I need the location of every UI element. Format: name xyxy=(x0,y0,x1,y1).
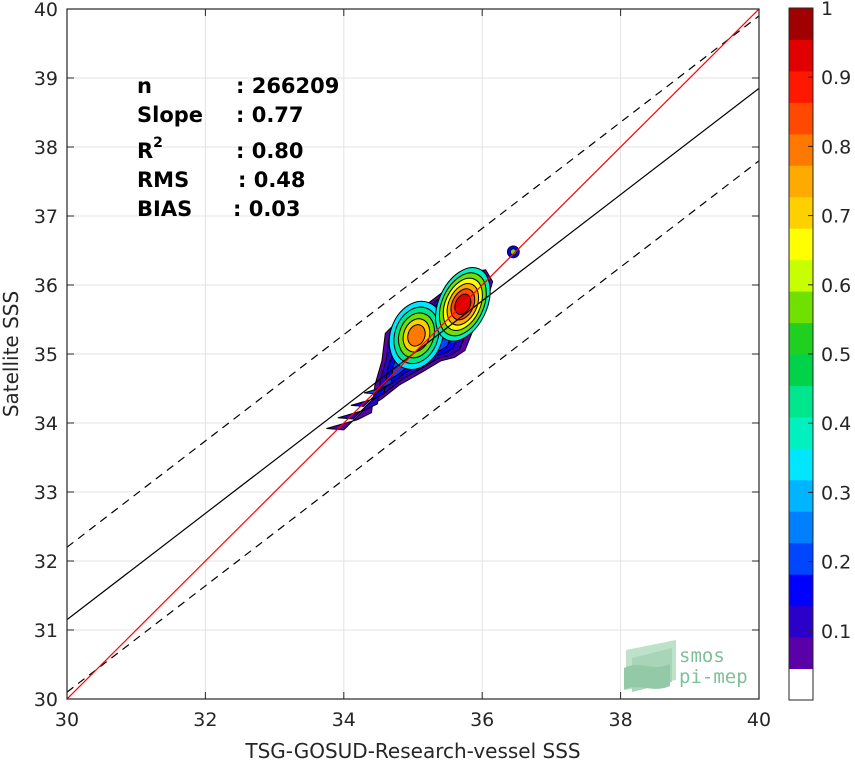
stat-r2-value: : 0.80 xyxy=(236,139,304,163)
colorbar-swatch xyxy=(789,291,813,324)
stats-box: n : 266209 Slope : 0.77 R2 : 0.80 RMS : … xyxy=(137,74,339,221)
colorbar-swatch xyxy=(789,8,813,40)
x-tick-label: 30 xyxy=(55,709,79,731)
stat-slope-label: Slope xyxy=(137,103,203,127)
x-tick-label: 40 xyxy=(747,709,771,731)
colorbar-swatch xyxy=(789,668,813,701)
colorbar-swatch xyxy=(789,70,813,103)
colorbar xyxy=(789,8,813,701)
logo-text-smos: smos xyxy=(679,645,725,667)
identity-line xyxy=(67,9,759,699)
y-tick-label: 39 xyxy=(34,68,58,90)
x-tick-label: 38 xyxy=(609,709,633,731)
colorbar-swatch xyxy=(789,448,813,481)
y-tick-label: 33 xyxy=(34,482,58,504)
stat-n-label: n xyxy=(137,74,152,98)
colorbar-swatch xyxy=(789,196,813,229)
y-tick-label: 30 xyxy=(34,689,58,711)
colorbar-swatch xyxy=(789,637,813,670)
density-peak-0-level-4 xyxy=(407,324,426,347)
colorbar-swatch xyxy=(789,511,813,544)
colorbar-swatch xyxy=(789,228,813,261)
x-tick-label: 32 xyxy=(193,709,217,731)
y-tick-labels: 30 31 32 33 34 35 36 37 38 39 40 xyxy=(34,0,58,711)
colorbar-swatch xyxy=(789,102,813,135)
stat-bias-value: : 0.03 xyxy=(233,197,301,221)
colorbar-tick-label: 0.6 xyxy=(821,275,851,297)
y-tick-label: 31 xyxy=(34,620,58,642)
y-axis-label: Satellite SSS xyxy=(0,291,23,417)
x-tick-label: 36 xyxy=(470,709,494,731)
regression-lines xyxy=(67,9,759,699)
y-tick-label: 40 xyxy=(34,0,58,21)
colorbar-swatch xyxy=(789,479,813,512)
y-tick-label: 38 xyxy=(34,137,58,159)
stat-r2-base: R xyxy=(137,139,153,163)
colorbar-tick-label: 0.3 xyxy=(821,482,851,504)
logo-waves-icon xyxy=(624,640,676,692)
colorbar-swatch xyxy=(789,542,813,575)
colorbar-tick-label: 0.1 xyxy=(821,621,851,643)
colorbar-tick-label: 0.7 xyxy=(821,206,851,228)
colorbar-swatch xyxy=(789,322,813,355)
colorbar-tick-label: 0.9 xyxy=(821,67,851,89)
y-tick-label: 37 xyxy=(34,206,58,228)
x-tick-labels: 30 32 34 36 38 40 xyxy=(55,709,771,731)
colorbar-swatch xyxy=(789,574,813,607)
colorbar-swatch xyxy=(789,39,813,72)
colorbar-swatch xyxy=(789,133,813,166)
stat-rms-label: RMS xyxy=(137,168,189,192)
colorbar-swatch xyxy=(789,354,813,386)
axis-ticks xyxy=(66,8,760,700)
lower-bound-dashed-line xyxy=(67,160,759,693)
logo-text-pimep: pi-mep xyxy=(679,666,748,688)
stat-n-value: : 266209 xyxy=(236,74,339,98)
stat-r2-label: R2 xyxy=(137,135,163,163)
colorbar-swatch xyxy=(789,165,813,198)
upper-bound-dashed-line xyxy=(67,15,759,548)
y-tick-label: 36 xyxy=(34,275,58,297)
colorbar-tick-label: 0.2 xyxy=(821,552,851,574)
x-axis-label: TSG-GOSUD-Research-vessel SSS xyxy=(244,739,580,763)
colorbar-swatch xyxy=(789,416,813,449)
y-tick-label: 34 xyxy=(34,413,58,435)
x-tick-label: 34 xyxy=(332,709,356,731)
stat-bias-label: BIAS xyxy=(137,197,192,221)
y-tick-label: 32 xyxy=(34,551,58,573)
y-tick-label: 35 xyxy=(34,344,58,366)
smos-pimep-logo: smos pi-mep xyxy=(624,640,748,692)
stat-slope-value: : 0.77 xyxy=(236,103,304,127)
colorbar-swatch xyxy=(789,605,813,638)
colorbar-swatch xyxy=(789,259,813,292)
density-blob-level-1 xyxy=(509,248,517,256)
colorbar-tick-label: 0.4 xyxy=(821,413,851,435)
colorbar-tick-label: 0.5 xyxy=(821,344,851,366)
colorbar-tick-label: 1 xyxy=(821,0,833,20)
stat-r2-superscript: 2 xyxy=(153,135,163,151)
colorbar-ticks: 0.1 0.2 0.3 0.4 0.5 0.6 0.7 0.8 0.9 1 xyxy=(808,0,851,643)
colorbar-swatch xyxy=(789,385,813,418)
stat-rms-value: : 0.48 xyxy=(238,168,306,192)
colorbar-tick-label: 0.8 xyxy=(821,136,851,158)
